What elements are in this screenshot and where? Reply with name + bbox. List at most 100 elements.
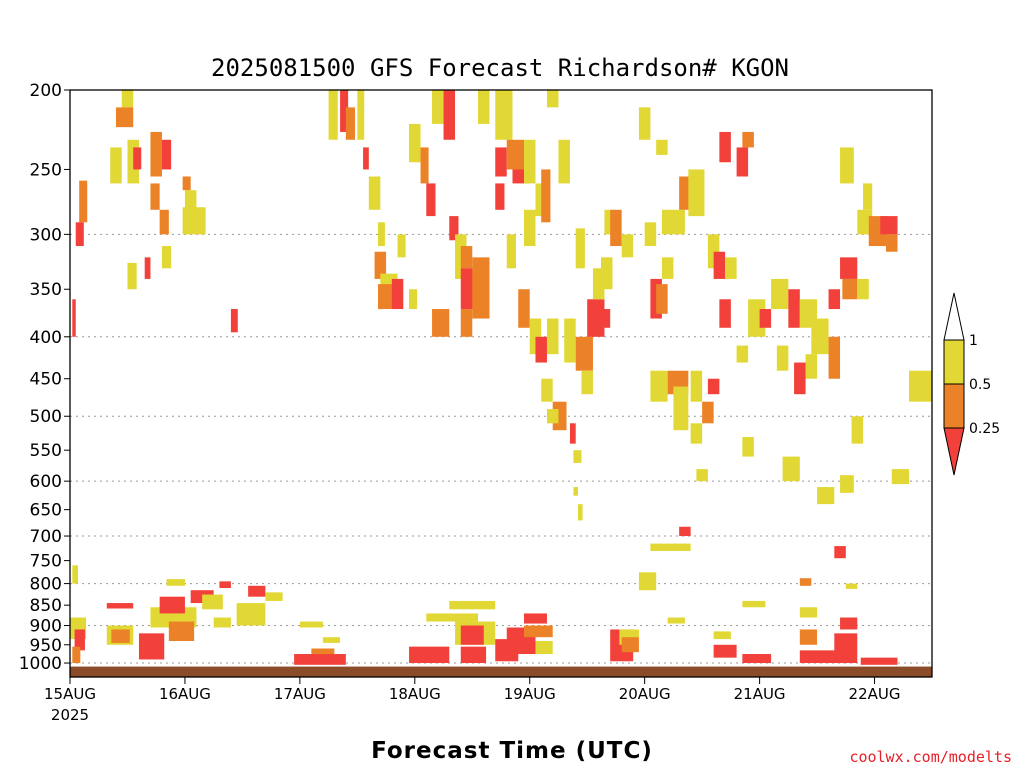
heatmap-cell-97 — [460, 309, 473, 337]
x-tick-label-15AUG: 15AUG — [44, 685, 96, 703]
heatmap-cell-105 — [541, 169, 551, 223]
heatmap-cell-33 — [535, 641, 553, 655]
heatmap-cell-154 — [736, 345, 749, 363]
y-axis-ticks: 200 250 300 350 400 450 500 550 600 650 700 750 8008… — [19, 81, 70, 674]
heatmap-cell-18 — [265, 592, 283, 601]
heatmap-cell-11 — [166, 579, 185, 586]
heatmap-cell-39 — [650, 543, 691, 551]
heatmap-cell-31 — [523, 613, 547, 624]
heatmap-cell-6 — [111, 629, 130, 643]
heatmap-cell-71 — [72, 299, 76, 337]
heatmap-cell-176 — [840, 147, 854, 184]
heatmap-cell-15 — [213, 617, 231, 628]
y-tick-label-700: 700 — [30, 527, 62, 547]
x-tick-label-16AUG: 16AUG — [159, 685, 211, 703]
heatmap-cell-102 — [506, 139, 524, 170]
heatmap-cell-106 — [546, 90, 559, 108]
colorbar-label-0.5: 0.5 — [969, 377, 991, 393]
heatmap-cell-65 — [182, 207, 206, 235]
heatmap-cell-127 — [573, 450, 582, 463]
heatmap-cell-73 — [328, 90, 338, 140]
heatmap-cell-119 — [600, 257, 613, 290]
heatmap-cell-129 — [573, 487, 579, 496]
heatmap-cell-110 — [506, 234, 516, 269]
y-tick-label-450: 450 — [30, 370, 62, 390]
heatmap-cell-38 — [638, 572, 657, 591]
heatmap-cell-16 — [236, 603, 266, 626]
heatmap-cell-46 — [799, 629, 818, 645]
heatmap-cell-85 — [397, 234, 406, 258]
heatmap-cell-90 — [443, 90, 456, 140]
x-tick-label-19AUG: 19AUG — [504, 685, 556, 703]
heatmap-cell-126 — [569, 423, 576, 444]
heatmap-cell-180 — [817, 487, 835, 505]
heatmap-cell-167 — [880, 216, 898, 235]
y-tick-label-650: 650 — [30, 501, 62, 521]
y-tick-label-900: 900 — [30, 617, 62, 637]
heatmap-cell-128 — [578, 504, 583, 521]
heatmap-cell-144 — [719, 131, 731, 163]
heatmap-cell-57 — [133, 147, 142, 170]
heatmap-cell-80 — [374, 251, 387, 279]
heatmap-cell-100 — [495, 147, 507, 177]
heatmap-cell-83 — [391, 278, 404, 310]
heatmap-cell-78 — [368, 176, 381, 210]
heatmap-cell-2 — [74, 629, 85, 651]
colorbar-bin-yellow — [943, 339, 965, 385]
x-tick-label-20AUG: 20AUG — [619, 685, 671, 703]
x-tick-label-18AUG: 18AUG — [389, 685, 441, 703]
heatmap-cell-134 — [644, 222, 657, 247]
heatmap-cell-50 — [845, 583, 858, 589]
heatmap-cell-41 — [713, 644, 737, 658]
heatmap-cell-68 — [127, 262, 137, 290]
heatmap-cell-37 — [667, 617, 685, 624]
colorbar-bin-orange — [943, 383, 965, 429]
heatmap-cell-9 — [159, 596, 185, 614]
heatmap-cell-168 — [886, 234, 898, 252]
heatmap-cell-93 — [460, 246, 473, 269]
heatmap-cell-25 — [449, 600, 496, 610]
ground-layer — [70, 666, 932, 677]
heatmap-cell-179 — [782, 456, 800, 482]
y-tick-label-1000: 1000 — [19, 654, 62, 674]
heatmap-cell-66 — [184, 190, 197, 210]
heatmap-cell-172 — [863, 183, 873, 210]
heatmap-cell-98 — [432, 309, 450, 337]
heatmap-cell-103 — [523, 139, 536, 184]
heatmap-cell-165 — [857, 209, 873, 235]
heatmap-cell-89 — [432, 90, 444, 124]
y-tick-label-500: 500 — [30, 407, 62, 427]
x-tick-label-21AUG: 21AUG — [734, 685, 786, 703]
heatmap-cell-132 — [621, 234, 634, 258]
heatmap-cell-118 — [592, 309, 611, 328]
heatmap-cell-19 — [299, 621, 323, 628]
heatmap-cell-140 — [679, 176, 691, 210]
heatmap-cell-51 — [860, 657, 898, 665]
heatmap-cell-171 — [857, 278, 869, 300]
heatmap-cell-17 — [248, 585, 266, 597]
heatmap-cell-7 — [138, 633, 165, 660]
heatmap-cell-161 — [828, 336, 841, 379]
credit-text: coolwx.com/modelts — [849, 748, 1012, 766]
heatmap-cell-145 — [725, 257, 737, 279]
y-tick-label-800: 800 — [30, 575, 62, 595]
heatmap-cell-157 — [771, 278, 789, 310]
colorbar-label-1: 1 — [969, 333, 978, 349]
y-tick-label-950: 950 — [30, 636, 62, 656]
colorbar-label-0.25: 0.25 — [969, 421, 1000, 437]
x-axis-ticks: 15AUG 2025 16AUG 17AUG 18AUG 19AUG 20AUG 21AUG 2… — [44, 677, 901, 724]
heatmap-cell-153 — [719, 299, 731, 328]
heatmap-cell-112 — [529, 318, 542, 355]
heatmap-cell-146 — [650, 370, 668, 402]
colorbar-bin-red — [943, 427, 965, 476]
heatmap-cell-52 — [799, 578, 812, 586]
y-tick-label-400: 400 — [30, 328, 62, 348]
heatmap-cell-42 — [713, 631, 731, 640]
heatmap-cell-72 — [230, 309, 238, 333]
y-tick-label-850: 850 — [30, 596, 62, 616]
heatmap-cell-48 — [834, 633, 858, 664]
heatmap-cell-91 — [449, 216, 459, 241]
heatmap-cell-13 — [202, 594, 223, 610]
y-tick-label-750: 750 — [30, 552, 62, 572]
heatmap-cell-79 — [378, 222, 385, 247]
